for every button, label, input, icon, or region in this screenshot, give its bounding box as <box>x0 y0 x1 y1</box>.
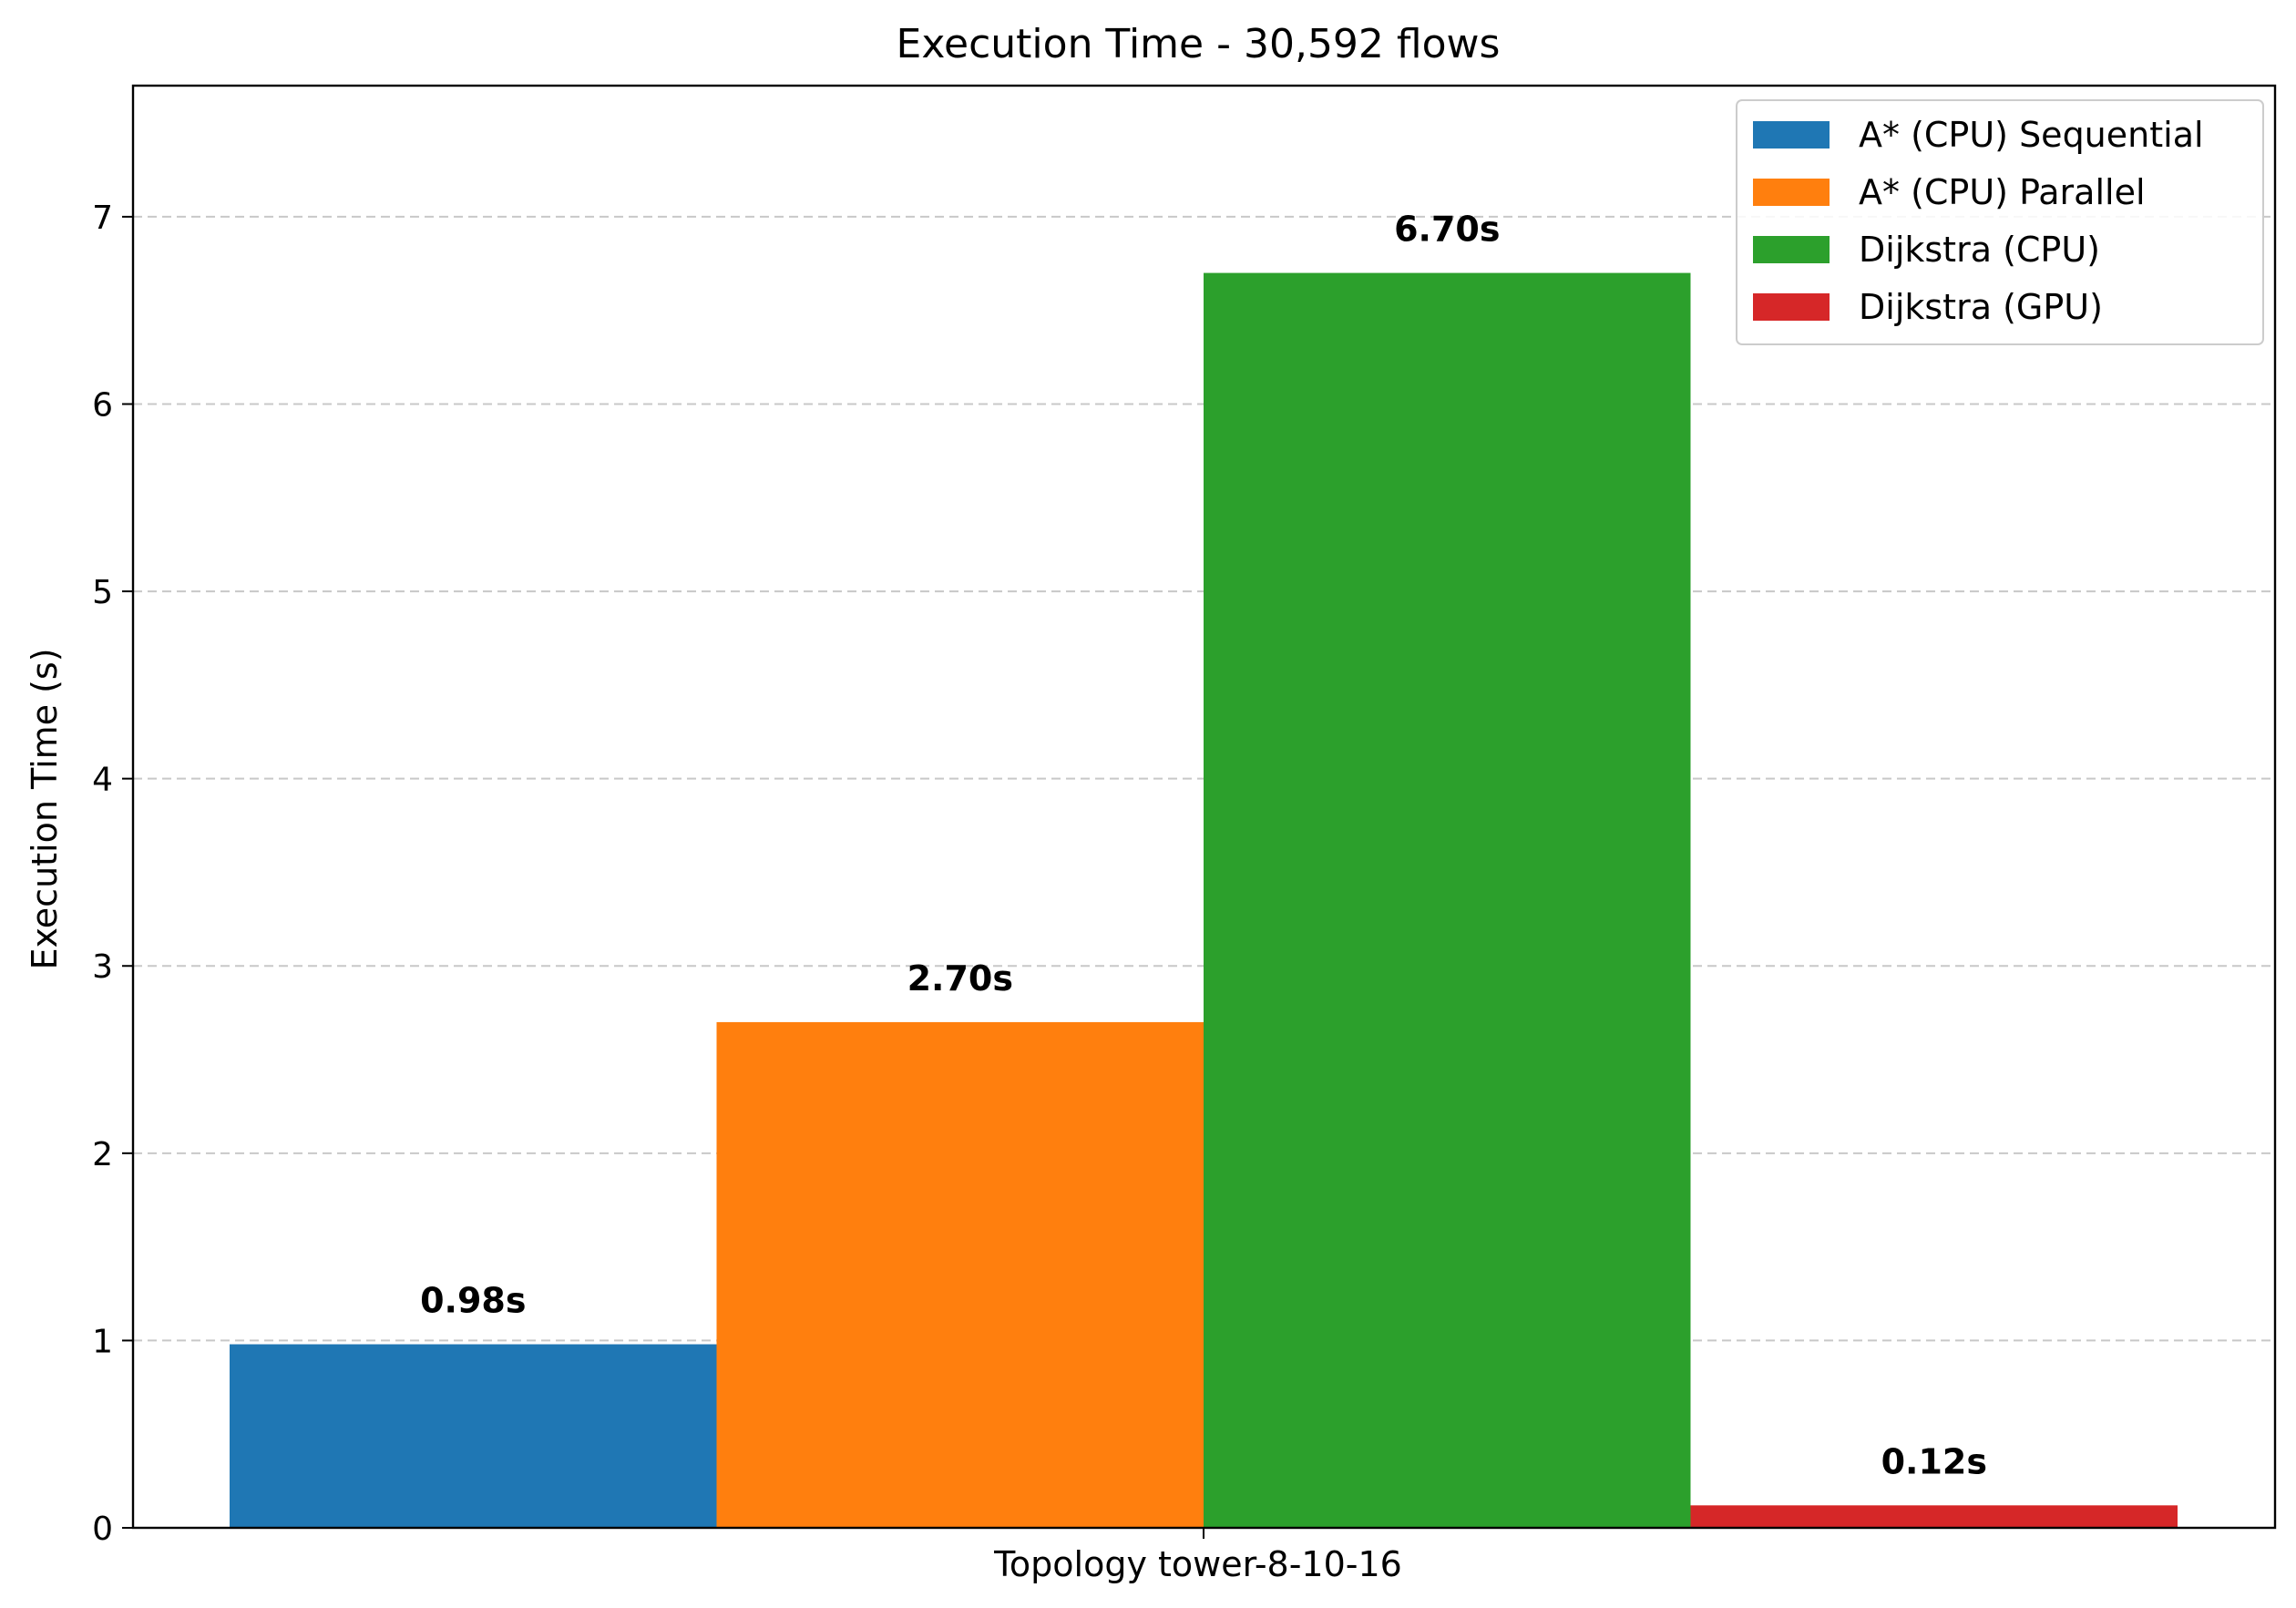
legend: A* (CPU) Sequential A* (CPU) Parallel Dijk… <box>1736 99 2264 345</box>
legend-entry-label: Dijkstra (GPU) <box>1859 287 2103 327</box>
bar-a-cpu-parallel <box>716 1021 1204 1528</box>
y-tick-label: 4 <box>92 762 113 799</box>
bar-value-label: 0.98s <box>420 1281 526 1321</box>
bar-a-cpu-sequential <box>230 1344 717 1528</box>
x-axis-label: Topology tower-8-10-16 <box>993 1544 1402 1584</box>
y-axis-label: Execution Time (s) <box>25 648 65 969</box>
legend-entry-label: A* (CPU) Parallel <box>1859 172 2146 212</box>
bars <box>230 272 2178 1528</box>
y-tick-label: 6 <box>92 386 113 424</box>
y-tick-label: 2 <box>92 1136 113 1173</box>
bar-value-label: 0.12s <box>1881 1441 1987 1481</box>
y-tick-label: 0 <box>92 1511 113 1548</box>
chart-title: Execution Time - 30,592 flows <box>897 21 1501 67</box>
legend-entry-label: Dijkstra (CPU) <box>1859 230 2100 270</box>
bar-value-label: 2.70s <box>907 958 1013 999</box>
y-axis: 0 1 2 3 4 5 6 7 <box>92 200 133 1548</box>
legend-swatch <box>1753 121 1830 149</box>
bar-dijkstra-gpu <box>1690 1505 2178 1528</box>
legend-swatch <box>1753 293 1830 321</box>
bar-value-labels: 0.98s 2.70s 6.70s 0.12s <box>420 210 1987 1482</box>
legend-entry-label: A* (CPU) Sequential <box>1859 115 2204 155</box>
y-tick-label: 5 <box>92 574 113 611</box>
bar-dijkstra-cpu <box>1204 272 1691 1528</box>
legend-swatch <box>1753 236 1830 263</box>
y-tick-label: 1 <box>92 1323 113 1360</box>
bar-value-label: 6.70s <box>1394 210 1500 250</box>
y-tick-label: 7 <box>92 200 113 237</box>
legend-swatch <box>1753 179 1830 206</box>
y-tick-label: 3 <box>92 948 113 986</box>
legend-box <box>1736 99 2264 345</box>
